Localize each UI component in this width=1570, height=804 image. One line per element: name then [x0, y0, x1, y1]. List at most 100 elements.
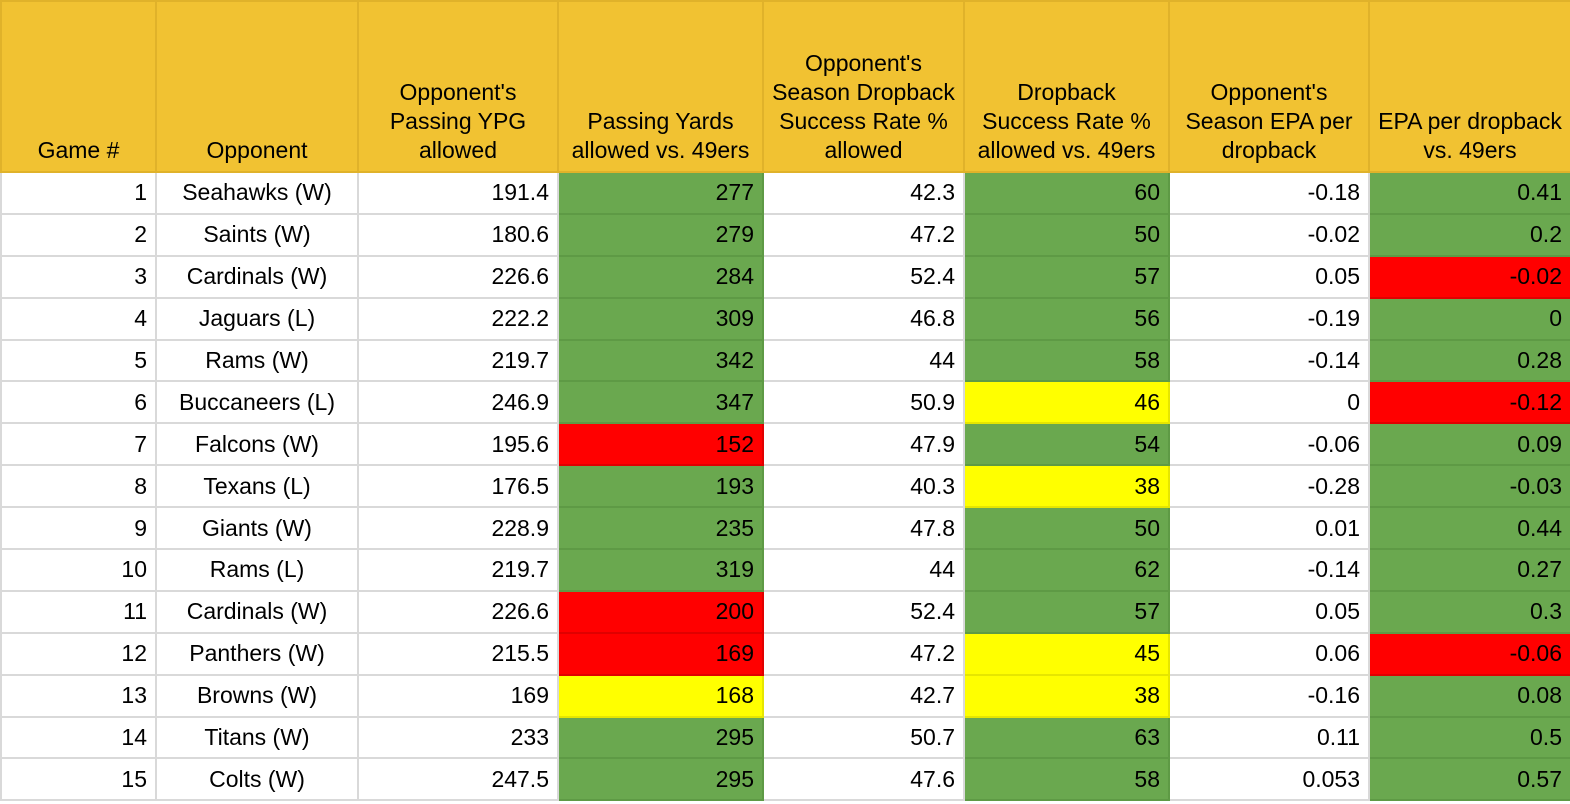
cell-dropback-success-vs-49ers[interactable]: 50 [963, 506, 1170, 551]
cell-dropback-success-vs-49ers[interactable]: 56 [963, 296, 1170, 341]
cell-game-number[interactable]: 2 [0, 212, 157, 257]
cell-opp-passing-ypg[interactable]: 215.5 [357, 631, 559, 676]
cell-opp-dropback-success[interactable]: 47.2 [762, 212, 965, 257]
cell-opp-dropback-success[interactable]: 47.9 [762, 422, 965, 467]
cell-passing-yards-vs-49ers[interactable]: 169 [557, 631, 764, 676]
cell-opp-dropback-success[interactable]: 52.4 [762, 589, 965, 634]
cell-dropback-success-vs-49ers[interactable]: 57 [963, 589, 1170, 634]
cell-opp-dropback-success[interactable]: 40.3 [762, 464, 965, 509]
cell-game-number[interactable]: 8 [0, 464, 157, 509]
cell-passing-yards-vs-49ers[interactable]: 168 [557, 673, 764, 718]
cell-opponent[interactable]: Texans (L) [155, 464, 359, 509]
cell-epa-vs-49ers[interactable]: 0.2 [1368, 212, 1570, 257]
cell-epa-vs-49ers[interactable]: 0.5 [1368, 715, 1570, 760]
cell-opp-epa-per-dropback[interactable]: -0.14 [1168, 548, 1370, 592]
cell-opponent[interactable]: Saints (W) [155, 212, 359, 257]
cell-epa-vs-49ers[interactable]: 0.09 [1368, 422, 1570, 467]
cell-opp-dropback-success[interactable]: 42.3 [762, 171, 965, 215]
cell-opp-dropback-success[interactable]: 44 [762, 548, 965, 592]
cell-game-number[interactable]: 3 [0, 254, 157, 299]
cell-game-number[interactable]: 14 [0, 715, 157, 760]
cell-epa-vs-49ers[interactable]: -0.03 [1368, 464, 1570, 509]
cell-opp-epa-per-dropback[interactable]: 0.05 [1168, 254, 1370, 299]
cell-opp-passing-ypg[interactable]: 247.5 [357, 757, 559, 802]
cell-dropback-success-vs-49ers[interactable]: 63 [963, 715, 1170, 760]
cell-game-number[interactable]: 7 [0, 422, 157, 467]
header-opp-dropback-success[interactable]: Opponent's Season Dropback Success Rate … [762, 0, 965, 173]
cell-dropback-success-vs-49ers[interactable]: 58 [963, 757, 1170, 802]
cell-passing-yards-vs-49ers[interactable]: 342 [557, 338, 764, 383]
cell-passing-yards-vs-49ers[interactable]: 200 [557, 589, 764, 634]
cell-dropback-success-vs-49ers[interactable]: 38 [963, 673, 1170, 718]
cell-opp-passing-ypg[interactable]: 195.6 [357, 422, 559, 467]
cell-opponent[interactable]: Panthers (W) [155, 631, 359, 676]
cell-opp-epa-per-dropback[interactable]: 0.06 [1168, 631, 1370, 676]
header-opp-passing-ypg[interactable]: Opponent's Passing YPG allowed [357, 0, 559, 173]
cell-game-number[interactable]: 1 [0, 171, 157, 215]
cell-opp-epa-per-dropback[interactable]: -0.02 [1168, 212, 1370, 257]
cell-opp-epa-per-dropback[interactable]: 0.01 [1168, 506, 1370, 551]
cell-opp-epa-per-dropback[interactable]: -0.19 [1168, 296, 1370, 341]
cell-opp-dropback-success[interactable]: 46.8 [762, 296, 965, 341]
cell-opp-epa-per-dropback[interactable]: -0.18 [1168, 171, 1370, 215]
cell-passing-yards-vs-49ers[interactable]: 193 [557, 464, 764, 509]
cell-opponent[interactable]: Buccaneers (L) [155, 380, 359, 425]
cell-dropback-success-vs-49ers[interactable]: 45 [963, 631, 1170, 676]
cell-epa-vs-49ers[interactable]: 0.44 [1368, 506, 1570, 551]
cell-passing-yards-vs-49ers[interactable]: 309 [557, 296, 764, 341]
cell-opp-passing-ypg[interactable]: 180.6 [357, 212, 559, 257]
header-epa-vs-49ers[interactable]: EPA per dropback vs. 49ers [1368, 0, 1570, 173]
cell-opp-passing-ypg[interactable]: 219.7 [357, 548, 559, 592]
cell-game-number[interactable]: 15 [0, 757, 157, 802]
cell-game-number[interactable]: 9 [0, 506, 157, 551]
cell-opponent[interactable]: Titans (W) [155, 715, 359, 760]
cell-opp-epa-per-dropback[interactable]: -0.16 [1168, 673, 1370, 718]
cell-passing-yards-vs-49ers[interactable]: 152 [557, 422, 764, 467]
cell-epa-vs-49ers[interactable]: 0.57 [1368, 757, 1570, 802]
header-passing-yards-vs-49ers[interactable]: Passing Yards allowed vs. 49ers [557, 0, 764, 173]
cell-opponent[interactable]: Rams (W) [155, 338, 359, 383]
cell-epa-vs-49ers[interactable]: 0.3 [1368, 589, 1570, 634]
cell-opp-passing-ypg[interactable]: 191.4 [357, 171, 559, 215]
cell-game-number[interactable]: 5 [0, 338, 157, 383]
cell-epa-vs-49ers[interactable]: 0.27 [1368, 548, 1570, 592]
cell-passing-yards-vs-49ers[interactable]: 284 [557, 254, 764, 299]
cell-opponent[interactable]: Rams (L) [155, 548, 359, 592]
cell-passing-yards-vs-49ers[interactable]: 279 [557, 212, 764, 257]
cell-opp-passing-ypg[interactable]: 169 [357, 673, 559, 718]
cell-opp-epa-per-dropback[interactable]: -0.14 [1168, 338, 1370, 383]
cell-epa-vs-49ers[interactable]: 0.08 [1368, 673, 1570, 718]
cell-opp-dropback-success[interactable]: 47.6 [762, 757, 965, 802]
header-opp-epa-per-dropback[interactable]: Opponent's Season EPA per dropback [1168, 0, 1370, 173]
header-dropback-success-vs-49ers[interactable]: Dropback Success Rate % allowed vs. 49er… [963, 0, 1170, 173]
cell-opp-dropback-success[interactable]: 52.4 [762, 254, 965, 299]
cell-opp-dropback-success[interactable]: 42.7 [762, 673, 965, 718]
cell-opp-passing-ypg[interactable]: 219.7 [357, 338, 559, 383]
cell-epa-vs-49ers[interactable]: 0 [1368, 296, 1570, 341]
cell-game-number[interactable]: 12 [0, 631, 157, 676]
cell-game-number[interactable]: 13 [0, 673, 157, 718]
cell-passing-yards-vs-49ers[interactable]: 277 [557, 171, 764, 215]
cell-opp-dropback-success[interactable]: 47.2 [762, 631, 965, 676]
cell-opp-epa-per-dropback[interactable]: 0.053 [1168, 757, 1370, 802]
cell-dropback-success-vs-49ers[interactable]: 62 [963, 548, 1170, 592]
cell-epa-vs-49ers[interactable]: -0.12 [1368, 380, 1570, 425]
cell-opp-dropback-success[interactable]: 50.7 [762, 715, 965, 760]
header-opponent[interactable]: Opponent [155, 0, 359, 173]
cell-epa-vs-49ers[interactable]: 0.41 [1368, 171, 1570, 215]
cell-opp-epa-per-dropback[interactable]: -0.28 [1168, 464, 1370, 509]
cell-game-number[interactable]: 11 [0, 589, 157, 634]
cell-epa-vs-49ers[interactable]: 0.28 [1368, 338, 1570, 383]
cell-opponent[interactable]: Browns (W) [155, 673, 359, 718]
cell-epa-vs-49ers[interactable]: -0.06 [1368, 631, 1570, 676]
cell-opp-epa-per-dropback[interactable]: 0 [1168, 380, 1370, 425]
cell-passing-yards-vs-49ers[interactable]: 295 [557, 715, 764, 760]
cell-passing-yards-vs-49ers[interactable]: 295 [557, 757, 764, 802]
cell-opp-dropback-success[interactable]: 44 [762, 338, 965, 383]
cell-opp-passing-ypg[interactable]: 226.6 [357, 589, 559, 634]
cell-dropback-success-vs-49ers[interactable]: 60 [963, 171, 1170, 215]
cell-opp-passing-ypg[interactable]: 246.9 [357, 380, 559, 425]
cell-opponent[interactable]: Seahawks (W) [155, 171, 359, 215]
cell-opponent[interactable]: Cardinals (W) [155, 254, 359, 299]
cell-opp-passing-ypg[interactable]: 226.6 [357, 254, 559, 299]
